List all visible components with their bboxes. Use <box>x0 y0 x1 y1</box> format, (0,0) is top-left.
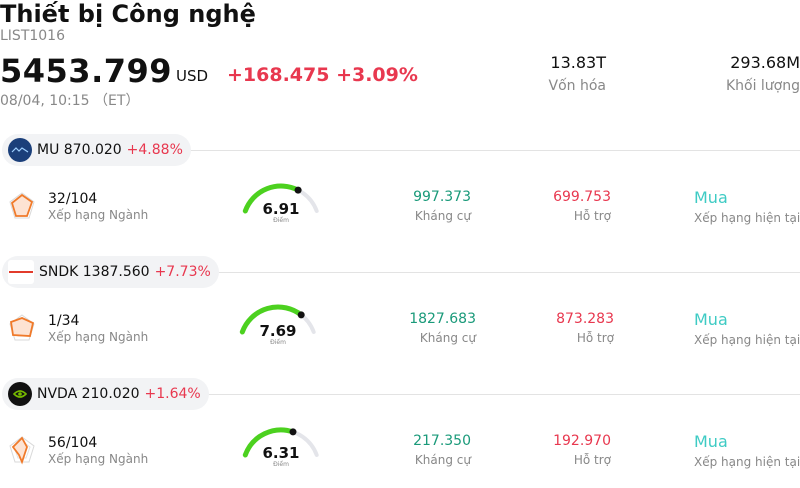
rating-value: Mua <box>694 188 728 207</box>
stock-ticker-price: MU 870.020 <box>37 142 122 158</box>
score-label: Điểm <box>273 461 289 468</box>
stock-change: +1.64% <box>144 386 201 402</box>
resistance-value: 1827.683 <box>409 311 476 327</box>
industry-rank-label: Xếp hạng Ngành <box>48 330 149 344</box>
rating-label: Xếp hạng hiện tại <box>694 211 800 225</box>
radar-icon <box>8 435 36 469</box>
stock-chip-sndk[interactable]: SNDK 1387.560 +7.73% <box>2 256 219 288</box>
rating-value: Mua <box>694 432 728 451</box>
micron-logo-icon <box>8 138 32 162</box>
rating-value: Mua <box>694 310 728 329</box>
score-label: Điểm <box>273 217 289 224</box>
market-cap-label: Vốn hóa <box>548 78 606 94</box>
stock-chip-nvda[interactable]: NVDA 210.020 +1.64% <box>2 378 209 410</box>
score-gauge: 7.69 Điểm <box>235 301 321 351</box>
score-label: Điểm <box>270 339 286 346</box>
timestamp: 08/04, 10:15 （ET） <box>0 93 140 109</box>
stock-ticker-price: SNDK 1387.560 <box>39 264 150 280</box>
page-title: Thiết bị Công nghệ <box>0 0 256 28</box>
stock-change: +4.88% <box>126 142 183 158</box>
support-value: 873.283 <box>556 311 614 327</box>
volume-label: Khối lượng <box>725 78 800 94</box>
divider <box>180 150 800 151</box>
industry-rank: 1/34 <box>48 313 80 329</box>
score-value: 7.69 <box>259 322 297 340</box>
divider <box>180 394 800 395</box>
support-value: 699.753 <box>553 189 611 205</box>
stock-change: +7.73% <box>154 264 211 280</box>
index-change: +168.475 +3.09% <box>227 64 418 86</box>
support-label: Hỗ trợ <box>573 453 611 467</box>
nvidia-logo-icon <box>8 382 32 406</box>
stock-ticker-price: NVDA 210.020 <box>37 386 140 402</box>
industry-rank-label: Xếp hạng Ngành <box>48 452 149 466</box>
rating-label: Xếp hạng hiện tại <box>694 333 800 347</box>
score-value: 6.31 <box>262 444 300 462</box>
support-label: Hỗ trợ <box>576 331 614 345</box>
rating-label: Xếp hạng hiện tại <box>694 455 800 469</box>
resistance-value: 217.350 <box>413 433 471 449</box>
market-cap-value: 13.83T <box>550 53 606 72</box>
sandisk-logo-icon <box>8 260 34 284</box>
divider <box>180 272 800 273</box>
stock-chip-mu[interactable]: MU 870.020 +4.88% <box>2 134 191 166</box>
resistance-label: Kháng cự <box>414 209 471 223</box>
radar-icon <box>8 313 36 347</box>
score-gauge: 6.91 Điểm <box>238 180 324 230</box>
industry-rank-label: Xếp hạng Ngành <box>48 208 149 222</box>
radar-icon <box>8 191 36 225</box>
support-label: Hỗ trợ <box>573 209 611 223</box>
industry-rank: 56/104 <box>48 435 98 451</box>
resistance-label: Kháng cự <box>414 453 471 467</box>
list-code: LIST1016 <box>0 28 65 44</box>
score-gauge: 6.31 Điểm <box>238 424 324 474</box>
score-value: 6.91 <box>262 200 300 218</box>
volume-value: 293.68M <box>730 53 800 72</box>
currency-label: USD <box>176 67 209 85</box>
industry-rank: 32/104 <box>48 191 98 207</box>
resistance-value: 997.373 <box>413 189 471 205</box>
index-price: 5453.799 <box>0 52 173 90</box>
resistance-label: Kháng cự <box>419 331 476 345</box>
support-value: 192.970 <box>553 433 611 449</box>
